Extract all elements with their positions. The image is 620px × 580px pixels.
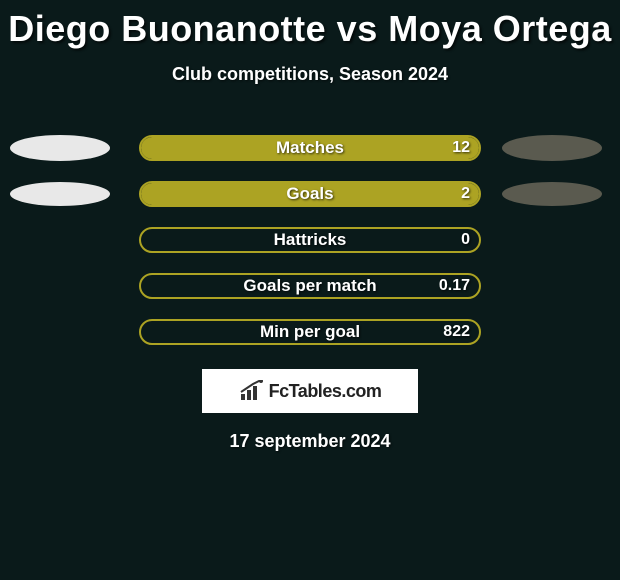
comparison-chart: Matches12Goals2Hattricks0Goals per match…	[0, 125, 620, 355]
bar-track	[139, 181, 481, 207]
right-ellipse	[502, 182, 602, 206]
left-ellipse	[10, 135, 110, 161]
stat-row: Matches12	[0, 125, 620, 171]
logo: FcTables.com	[202, 369, 418, 413]
bar-track	[139, 135, 481, 161]
left-ellipse	[10, 182, 110, 206]
bar-fill	[141, 183, 479, 205]
chart-icon	[239, 380, 265, 402]
subtitle: Club competitions, Season 2024	[0, 64, 620, 85]
date-text: 17 september 2024	[0, 431, 620, 452]
right-ellipse	[502, 135, 602, 161]
stat-row: Hattricks0	[0, 217, 620, 263]
stat-row: Min per goal822	[0, 309, 620, 355]
bar-fill	[141, 137, 479, 159]
bar-track	[139, 227, 481, 253]
bar-track	[139, 319, 481, 345]
stat-row: Goals2	[0, 171, 620, 217]
page-title: Diego Buonanotte vs Moya Ortega	[0, 0, 620, 50]
logo-text: FcTables.com	[269, 381, 382, 402]
stat-row: Goals per match0.17	[0, 263, 620, 309]
bar-track	[139, 273, 481, 299]
